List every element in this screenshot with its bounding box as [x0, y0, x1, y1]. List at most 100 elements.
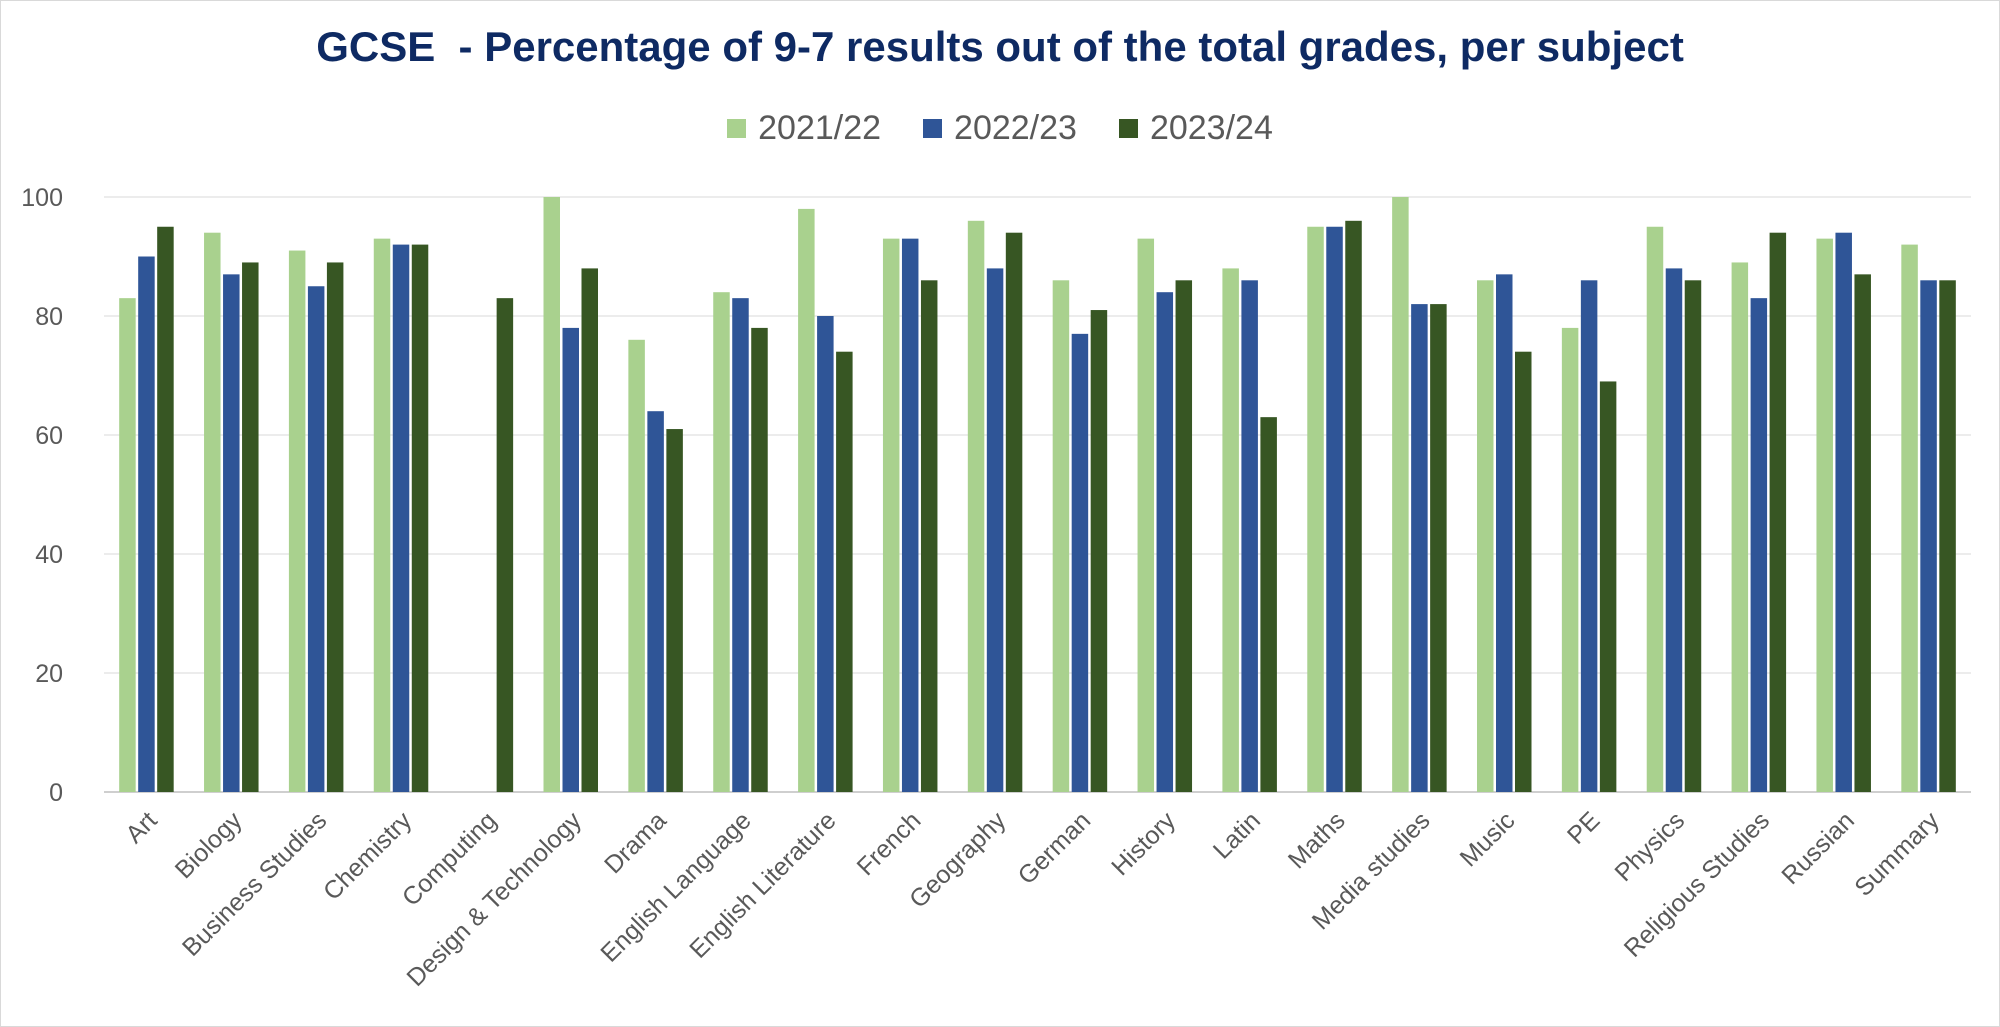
bar	[119, 298, 136, 792]
bar	[1580, 280, 1598, 792]
bar	[288, 250, 306, 793]
bar	[817, 316, 834, 792]
bar	[713, 292, 730, 792]
bar	[1835, 232, 1852, 792]
bar	[1137, 238, 1155, 792]
bar	[1515, 351, 1532, 792]
legend-label-series-1: 2021/22	[758, 109, 882, 147]
x-tick-label: Drama	[599, 806, 672, 879]
y-tick-label: 0	[49, 779, 63, 807]
bar	[223, 274, 240, 793]
legend-swatch-series-1	[727, 119, 747, 138]
legend-label-series-3: 2023/24	[1149, 109, 1273, 147]
legend-item-series-3: 2023/24	[1118, 109, 1273, 148]
legend-swatch-series-3	[1118, 119, 1138, 138]
x-tick-label: History	[1106, 806, 1181, 881]
legend-swatch-series-2	[923, 119, 943, 138]
bar	[373, 238, 391, 792]
chart-title: GCSE - Percentage of 9-7 results out of …	[316, 23, 1684, 70]
bar	[1052, 280, 1070, 792]
bar	[1222, 268, 1239, 792]
bar	[1175, 280, 1193, 792]
bar	[882, 238, 900, 792]
y-tick-label: 80	[35, 303, 63, 331]
bar	[1750, 298, 1768, 792]
bar	[496, 298, 514, 792]
bar	[1411, 304, 1428, 792]
x-tick-label: PE	[1562, 806, 1605, 849]
bar	[1854, 274, 1871, 793]
x-tick-label: Maths	[1283, 806, 1351, 874]
y-tick-label: 100	[21, 184, 63, 212]
x-tick-label: Summary	[1849, 806, 1945, 902]
bar	[901, 238, 919, 792]
bar	[1156, 292, 1174, 792]
bar	[157, 226, 174, 792]
x-tick-label: Music	[1455, 806, 1521, 872]
bar	[1599, 381, 1617, 792]
bar	[138, 256, 155, 792]
bar	[666, 429, 683, 792]
bar	[1901, 244, 1918, 793]
legend-label-series-2: 2022/23	[954, 109, 1077, 147]
x-tick-label: English Literature	[684, 806, 841, 963]
x-tick-label: Russian	[1776, 806, 1860, 890]
bar	[1260, 417, 1277, 792]
bar	[1816, 238, 1833, 792]
bar	[1939, 280, 1956, 792]
legend-item-series-2: 2022/23	[923, 109, 1077, 148]
bar	[581, 268, 598, 792]
bar	[1496, 274, 1513, 793]
bar	[1769, 232, 1787, 792]
bar	[628, 339, 645, 792]
bar	[204, 232, 221, 792]
bar	[967, 220, 985, 793]
x-tick-label: English Language	[595, 806, 756, 967]
bar	[1430, 304, 1447, 792]
bar	[1684, 280, 1702, 792]
bar	[392, 244, 410, 793]
x-tick-label: Physics	[1610, 806, 1691, 887]
bar	[1920, 280, 1937, 792]
bar	[1241, 280, 1258, 792]
y-tick-label: 60	[35, 422, 63, 450]
bar	[1005, 232, 1023, 792]
bar	[411, 244, 429, 793]
bar	[798, 208, 815, 792]
bar	[242, 262, 259, 792]
bar	[647, 411, 664, 792]
bar	[1392, 197, 1409, 792]
bar	[1307, 226, 1324, 792]
bar	[1345, 220, 1362, 793]
bar	[1326, 226, 1343, 792]
bar	[543, 197, 560, 792]
bar	[326, 262, 344, 792]
bar	[1561, 327, 1579, 792]
bar	[562, 327, 579, 792]
y-tick-label: 40	[35, 541, 63, 569]
x-tick-label: French	[852, 806, 927, 881]
bar	[307, 286, 325, 792]
bar	[751, 327, 768, 792]
y-tick-label: 20	[35, 660, 63, 688]
legend: 2021/22 2022/23 2023/24	[1, 109, 1999, 148]
bar	[1731, 262, 1749, 792]
bar	[920, 280, 938, 792]
bar	[1665, 268, 1683, 792]
bar	[1646, 226, 1664, 792]
x-tick-label: Biology	[170, 806, 248, 884]
x-tick-label: Religious Studies	[1619, 806, 1775, 962]
bar	[1071, 333, 1089, 792]
x-tick-label: Art	[120, 806, 162, 848]
bar	[836, 351, 853, 792]
x-tick-label: Business Studies	[177, 806, 332, 961]
x-tick-label: Latin	[1208, 806, 1266, 864]
bar	[732, 298, 749, 792]
x-tick-label: German	[1013, 806, 1097, 890]
bar	[986, 268, 1004, 792]
legend-item-series-1: 2021/22	[727, 109, 881, 148]
bar	[1090, 310, 1108, 792]
bar	[1477, 280, 1494, 792]
